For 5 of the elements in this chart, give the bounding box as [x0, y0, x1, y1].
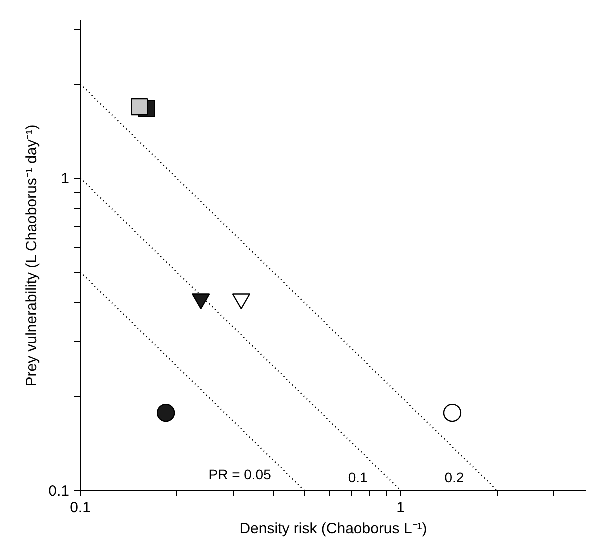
x-axis-title: Density risk (Chaoborus L⁻¹): [240, 520, 428, 538]
series-label: 0.1: [348, 470, 368, 486]
y-axis-title: Prey vulnerability (L Chaoborus⁻¹ day⁻¹): [24, 124, 41, 387]
series-label: PR = 0.05: [208, 466, 272, 482]
series-label: 0.2: [444, 470, 464, 486]
